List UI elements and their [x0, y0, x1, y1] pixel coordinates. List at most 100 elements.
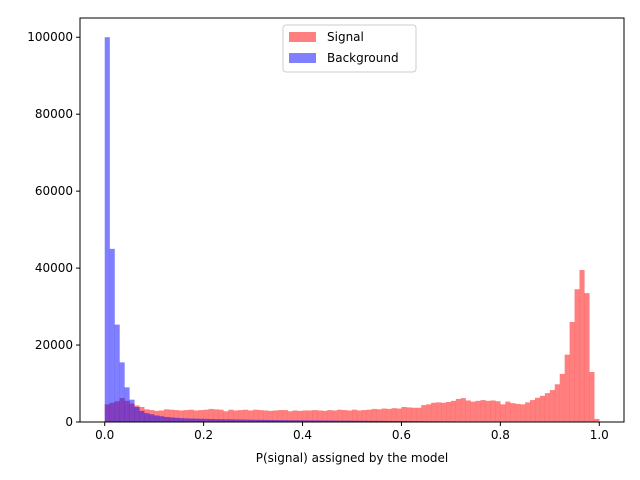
signal-bar	[554, 384, 560, 422]
signal-bar	[347, 410, 353, 422]
y-tick-label: 100000	[27, 30, 73, 44]
background-bar	[213, 419, 219, 422]
signal-bar	[203, 409, 209, 422]
legend-label: Background	[327, 51, 399, 65]
background-bar	[292, 420, 298, 422]
signal-bar	[594, 418, 600, 422]
y-tick-label: 80000	[35, 107, 73, 121]
signal-bar	[302, 410, 308, 422]
signal-bar	[213, 409, 219, 422]
signal-bar	[248, 410, 254, 422]
signal-bar	[411, 407, 417, 422]
signal-bar	[361, 410, 367, 422]
signal-bars	[104, 270, 600, 422]
signal-bar	[406, 407, 412, 422]
signal-bar	[218, 409, 224, 422]
signal-bar	[574, 289, 580, 422]
background-bar	[134, 406, 140, 422]
signal-bar	[312, 410, 318, 422]
signal-bar	[490, 400, 496, 422]
background-bar	[223, 419, 229, 422]
signal-bar	[376, 409, 382, 422]
signal-bar	[391, 408, 397, 422]
legend-swatch	[289, 32, 316, 42]
background-bar	[361, 420, 367, 422]
background-bar	[218, 419, 224, 422]
signal-bar	[356, 410, 363, 422]
signal-bar	[445, 401, 452, 422]
background-bar	[144, 413, 150, 422]
signal-bar	[564, 354, 570, 422]
x-tick-label: 0.0	[95, 428, 114, 442]
background-bar	[258, 419, 264, 422]
signal-bar	[485, 400, 491, 422]
background-bar	[356, 420, 363, 422]
signal-bar	[416, 407, 422, 422]
signal-bar	[292, 410, 298, 422]
signal-bar	[169, 409, 175, 422]
signal-bar	[500, 404, 506, 422]
signal-bar	[366, 409, 372, 422]
background-bar	[267, 419, 274, 422]
signal-bar	[520, 404, 526, 422]
background-bar	[109, 248, 115, 422]
background-bar	[262, 419, 269, 422]
signal-bar	[589, 371, 595, 422]
background-bar	[203, 418, 209, 422]
signal-bar	[559, 373, 565, 422]
signal-bar	[441, 402, 447, 422]
legend-swatch	[289, 53, 316, 63]
signal-bar	[258, 410, 264, 422]
signal-bar	[579, 270, 585, 422]
background-bar	[198, 418, 204, 422]
background-bar	[248, 419, 254, 422]
background-bar	[139, 410, 145, 422]
x-tick-label: 0.6	[392, 428, 411, 442]
signal-bar	[164, 409, 170, 422]
background-bar	[371, 420, 377, 422]
x-tick-label: 0.2	[194, 428, 213, 442]
background-bar	[376, 420, 382, 422]
signal-bar	[253, 409, 259, 422]
signal-bar	[470, 401, 476, 422]
signal-bar	[342, 410, 348, 422]
background-bar	[238, 419, 244, 422]
background-bar	[183, 418, 189, 422]
background-bar	[164, 416, 170, 422]
signal-bar	[396, 408, 402, 422]
signal-bar	[431, 402, 437, 422]
signal-bar	[282, 410, 288, 422]
signal-bar	[530, 400, 536, 422]
background-bar	[307, 420, 313, 422]
background-bar	[287, 420, 293, 422]
background-bar	[124, 387, 130, 422]
background-bar	[322, 420, 328, 422]
signal-bar	[297, 410, 303, 422]
background-bar	[352, 420, 358, 422]
signal-bar	[272, 410, 278, 422]
signal-bar	[584, 293, 590, 422]
background-bar	[173, 417, 180, 422]
signal-bar	[183, 410, 189, 422]
background-bar	[149, 414, 155, 422]
background-bar	[159, 416, 165, 422]
background-bar	[208, 418, 214, 422]
background-bar	[312, 420, 318, 422]
x-tick-label: 0.4	[293, 428, 312, 442]
background-bar	[381, 420, 387, 422]
signal-bar	[208, 408, 214, 422]
signal-bar	[505, 401, 511, 422]
y-tick-label: 0	[65, 415, 73, 429]
signal-bar	[426, 404, 432, 422]
signal-bar	[525, 402, 531, 422]
signal-bar	[332, 410, 338, 422]
background-bar	[178, 418, 185, 422]
background-bar	[337, 420, 343, 422]
background-bar	[272, 420, 278, 422]
signal-bar	[267, 410, 274, 422]
x-axis-label: P(signal) assigned by the model	[256, 451, 449, 465]
signal-bar	[198, 410, 204, 422]
x-tick-label: 1.0	[590, 428, 609, 442]
background-bar	[297, 420, 303, 422]
